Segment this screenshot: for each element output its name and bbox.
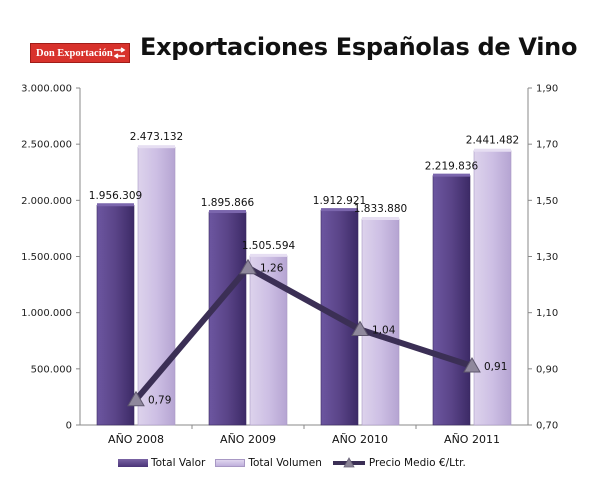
legend-swatch-total-valor (118, 459, 148, 467)
y-right-tick-label: 1,50 (536, 196, 558, 207)
bar-top-total-valor (321, 208, 358, 212)
legend-swatch-precio-medio (332, 457, 365, 468)
data-label-precio-medio: 1,26 (260, 263, 284, 275)
legend-label-total-volumen: Total Volumen (248, 457, 322, 469)
legend-item-precio-medio: Precio Medio €/Ltr. (332, 457, 466, 469)
data-label-total-valor: 1.956.309 (89, 190, 142, 202)
y-left-tick-label: 500.000 (31, 364, 72, 375)
bar-top-total-valor (97, 203, 134, 207)
y-right-tick-label: 1,30 (536, 252, 558, 263)
x-category-label: AÑO 2011 (444, 433, 500, 446)
line-precio-medio (133, 264, 473, 402)
point-precio-medio (351, 320, 369, 337)
exchange-arrows-icon (113, 47, 126, 59)
x-category-label: AÑO 2010 (332, 433, 388, 446)
point-precio-medio (239, 258, 257, 275)
bar-top-total-volumen (138, 145, 175, 149)
point-precio-medio (463, 357, 481, 373)
y-right-tick-label: 1,70 (536, 140, 558, 151)
legend-label-precio-medio: Precio Medio €/Ltr. (368, 457, 466, 469)
point-precio-medio (127, 390, 145, 407)
y-right-tick-label: 1,10 (536, 308, 558, 319)
brand-logo: Don Exportación (30, 43, 130, 63)
y-left-tick-label: 2.500.000 (21, 140, 72, 151)
y-right-tick-label: 1,90 (536, 84, 558, 95)
bar-total-valor (432, 175, 471, 426)
bar-total-valor (96, 204, 135, 426)
y-right-tick-label: 0,90 (536, 364, 558, 375)
y-left-tick-label: 2.000.000 (21, 196, 72, 207)
chart-legend: Total Valor Total Volumen Precio Medio €… (118, 457, 466, 469)
chart-title: Exportaciones Españolas de Vino (140, 33, 578, 61)
data-label-total-valor: 1.912.921 (313, 195, 366, 207)
x-category-label: AÑO 2009 (220, 433, 276, 446)
bar-total-volumen (137, 146, 176, 426)
data-label-total-valor: 1.895.866 (201, 197, 255, 209)
bar-top-total-volumen (474, 148, 511, 152)
data-label-precio-medio: 0,91 (484, 361, 507, 373)
y-right-tick-label: 0,70 (536, 421, 558, 432)
bar-top-total-valor (209, 210, 246, 214)
bar-total-valor (208, 211, 247, 426)
bar-top-total-valor (433, 173, 470, 177)
y-left-tick-label: 0 (66, 421, 72, 432)
bar-top-total-volumen (362, 216, 399, 220)
data-label-precio-medio: 1,04 (372, 325, 396, 337)
data-label-total-volumen: 2.473.132 (130, 131, 183, 143)
data-label-total-volumen: 1.833.880 (354, 203, 407, 215)
legend-swatch-total-volumen (215, 459, 246, 467)
bar-total-volumen (361, 218, 400, 426)
data-label-total-volumen: 2.441.482 (466, 135, 519, 147)
data-label-total-valor: 2.219.836 (425, 161, 479, 173)
y-left-tick-label: 3.000.000 (21, 84, 72, 95)
legend-item-total-volumen: Total Volumen (215, 457, 322, 469)
y-left-tick-label: 1.500.000 (21, 252, 72, 263)
x-category-label: AÑO 2008 (108, 433, 164, 446)
data-label-precio-medio: 0,79 (148, 395, 171, 407)
data-label-total-volumen: 1.505.594 (242, 240, 296, 252)
legend-item-total-valor: Total Valor (118, 457, 205, 469)
bar-top-total-volumen (250, 253, 287, 257)
bar-total-volumen (473, 150, 512, 426)
legend-label-total-valor: Total Valor (151, 457, 206, 469)
y-left-tick-label: 1.000.000 (21, 308, 72, 319)
brand-logo-text: Don Exportación (36, 47, 113, 59)
